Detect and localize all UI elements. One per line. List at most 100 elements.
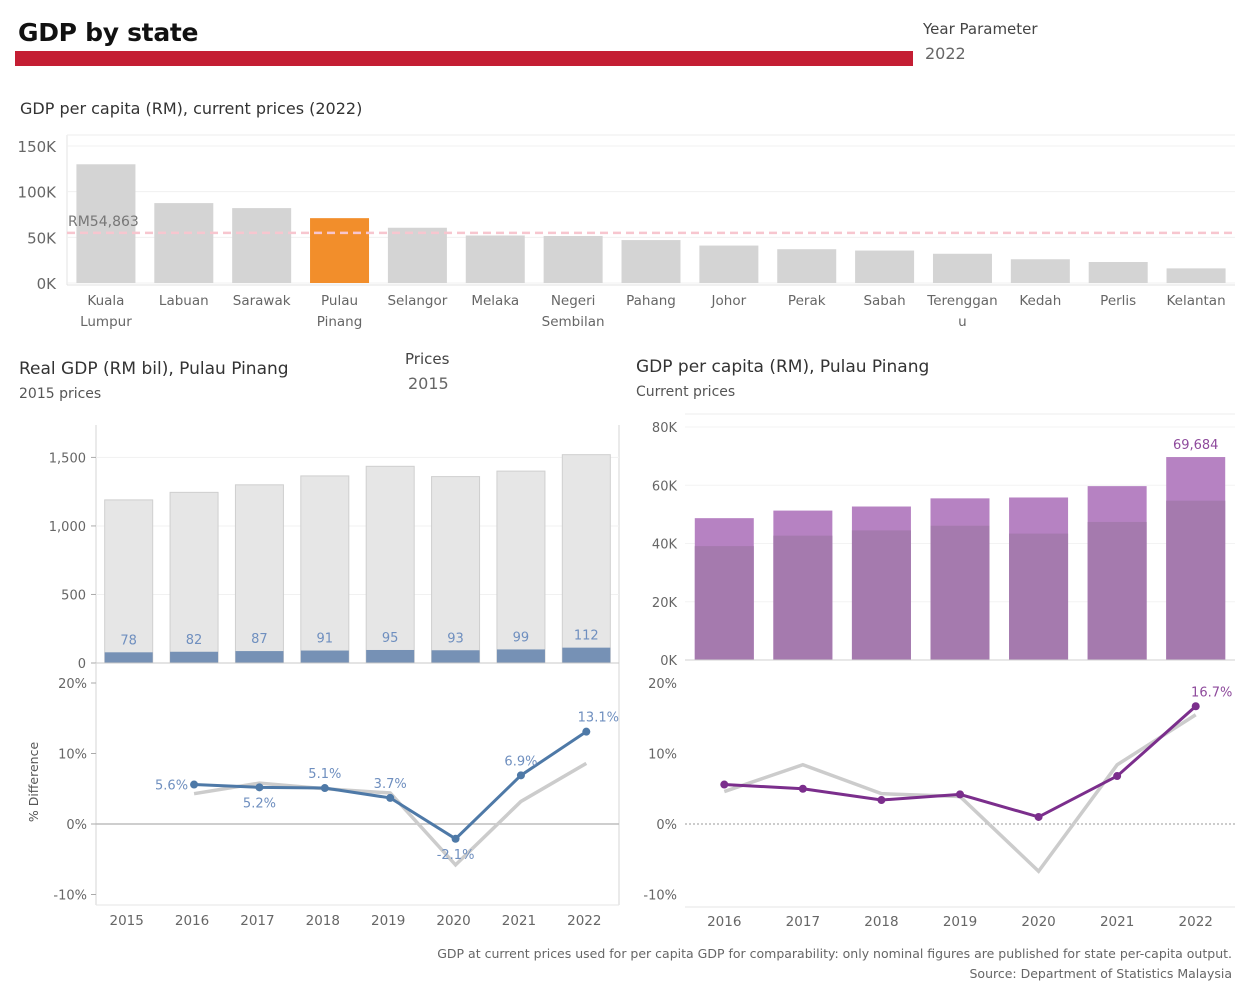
average-reference-label: RM54,863 [68,214,139,230]
real-gdp-value-bar [562,647,611,663]
state-category-label: Terenggan [926,293,997,309]
real-gdp-value-bar [170,651,219,663]
real-gdp-value-bar [235,651,284,663]
pc-pct-xtick-label: 2017 [786,914,820,930]
pc-pct-point [877,796,886,805]
year-parameter-value[interactable]: 2022 [925,44,966,63]
state-category-label: Sarawak [233,293,291,309]
real-gdp-subtitle: 2015 prices [19,386,102,402]
state-category-label: Melaka [471,293,519,309]
pct-diff-point [451,834,460,843]
state-bar [855,250,915,283]
state-bar [465,235,525,283]
state-ytick-label: 50K [27,229,57,247]
pct-diff-data-label: 5.1% [308,767,341,782]
pc-ytick-label: 20K [652,596,678,611]
pc-data-label: 69,684 [1173,438,1219,453]
state-category-label: Kedah [1019,293,1061,309]
pct-diff-xtick-label: 2015 [110,913,144,929]
state-category-label: Perlis [1100,293,1136,309]
pct-diff-xtick-label: 2022 [567,913,601,929]
real-gdp-data-label: 93 [447,631,464,646]
real-gdp-data-label: 78 [120,633,137,648]
state-bar [1088,261,1148,283]
state-bar [154,203,214,283]
state-bar [932,253,992,283]
pct-diff-ytick-label: 20% [58,677,87,692]
state-ytick-label: 100K [18,184,58,202]
pc-pct-point [1113,772,1122,781]
state-category-label: Negeri [551,293,596,309]
state-category-label: Lumpur [80,314,132,330]
title-bar [15,51,913,66]
real-gdp-data-label: 91 [317,632,334,647]
real-gdp-total-bar [431,476,481,664]
real-gdp-ytick-label: 0 [78,657,86,672]
real-gdp-total-bar [169,491,219,664]
prices-parameter-label: Prices [405,350,450,368]
real-gdp-value-bar [496,649,545,663]
pct-diff-xtick-label: 2017 [240,913,274,929]
real-gdp-data-label: 82 [186,633,203,648]
pct-diff-point [582,727,591,736]
per-capita-title: GDP per capita (RM), Pulau Pinang [636,357,930,377]
state-category-label: Pinang [317,314,363,330]
pct-diff-point [255,783,264,792]
pct-diff-xtick-label: 2020 [436,913,470,929]
pc-pct-ytick-label: 20% [648,677,677,692]
state-ytick-label: 150K [18,138,58,156]
state-category-label: Pulau [321,293,358,309]
state-category-label: Kelantan [1166,293,1225,309]
pct-diff-xtick-label: 2018 [306,913,340,929]
pc-pct-point [1034,812,1043,821]
state-bar [1166,268,1226,283]
real-gdp-ytick-label: 1,000 [49,520,86,535]
state-bar [387,227,447,283]
pc-ytick-label: 40K [652,538,678,553]
pct-diff-data-label: 6.9% [504,754,537,769]
prices-parameter-value[interactable]: 2015 [408,374,449,393]
pct-diff-point [320,784,329,793]
real-gdp-total-bar [561,454,611,664]
real-gdp-ytick-label: 500 [61,588,86,603]
pct-diff-ylabel: % Difference [26,742,41,823]
pc-pct-data-label: 16.7% [1191,685,1232,700]
pc-base-bar [1166,500,1226,660]
pc-ytick-label: 0K [660,654,677,669]
pc-base-bar [1009,533,1069,660]
real-gdp-title: Real GDP (RM bil), Pulau Pinang [19,359,289,379]
pct-diff-data-label: 3.7% [374,777,407,792]
real-gdp-data-label: 112 [574,629,599,644]
state-bar [777,249,837,283]
real-gdp-value-bar [104,652,153,663]
real-gdp-total-bar [234,484,284,664]
pc-ytick-label: 60K [652,479,678,494]
real-gdp-total-bar [300,475,350,664]
pc-pct-xtick-label: 2019 [943,914,977,930]
pct-diff-point [516,771,525,780]
state-bar [1010,259,1070,283]
real-gdp-value-bar [431,650,480,663]
real-gdp-data-label: 99 [513,630,530,645]
state-bar [76,164,136,283]
pc-pct-point [798,784,807,793]
pct-diff-xtick-label: 2019 [371,913,405,929]
real-gdp-ytick-label: 1,500 [49,451,86,466]
pct-diff-data-label: -2.1% [437,848,475,863]
pct-diff-point [190,780,199,789]
pc-pct-xtick-label: 2021 [1100,914,1134,930]
pct-diff-ytick-label: 10% [58,748,87,763]
pc-base-bar [930,525,990,660]
page-title: GDP by state [18,18,199,47]
pct-diff-point [386,793,395,802]
pc-base-bar [694,546,754,660]
pc-pct-point [956,790,964,799]
real-gdp-value-bar [366,649,415,663]
pc-pct-ytick-label: 10% [648,748,677,763]
pct-diff-data-label: 13.1% [578,711,619,726]
state-bar [621,240,681,283]
pct-diff-data-label: 5.6% [155,779,188,794]
state-category-label: Pahang [626,293,676,309]
state-category-label: u [958,314,967,330]
